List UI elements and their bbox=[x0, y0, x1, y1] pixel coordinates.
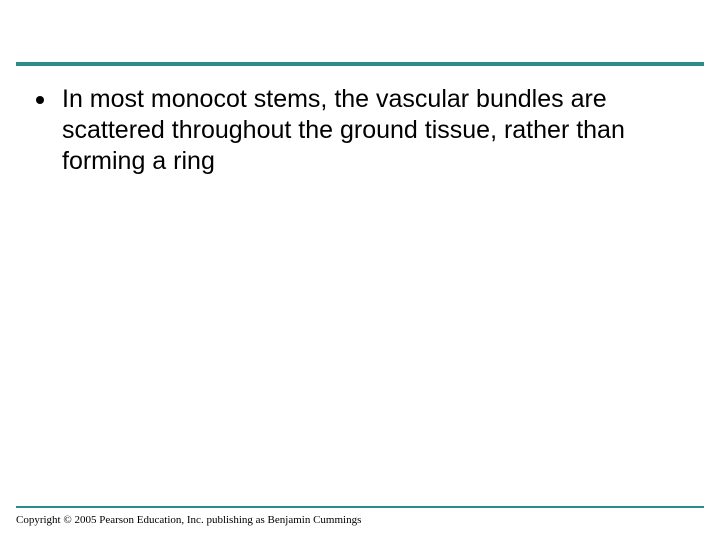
list-item: In most monocot stems, the vascular bund… bbox=[36, 84, 692, 177]
bullet-icon bbox=[36, 96, 44, 104]
copyright-text: Copyright © 2005 Pearson Education, Inc.… bbox=[16, 514, 361, 526]
slide: In most monocot stems, the vascular bund… bbox=[0, 0, 720, 540]
top-divider bbox=[16, 62, 704, 66]
bullet-text: In most monocot stems, the vascular bund… bbox=[62, 84, 692, 177]
bottom-divider bbox=[16, 506, 704, 508]
bullet-list: In most monocot stems, the vascular bund… bbox=[36, 84, 692, 177]
